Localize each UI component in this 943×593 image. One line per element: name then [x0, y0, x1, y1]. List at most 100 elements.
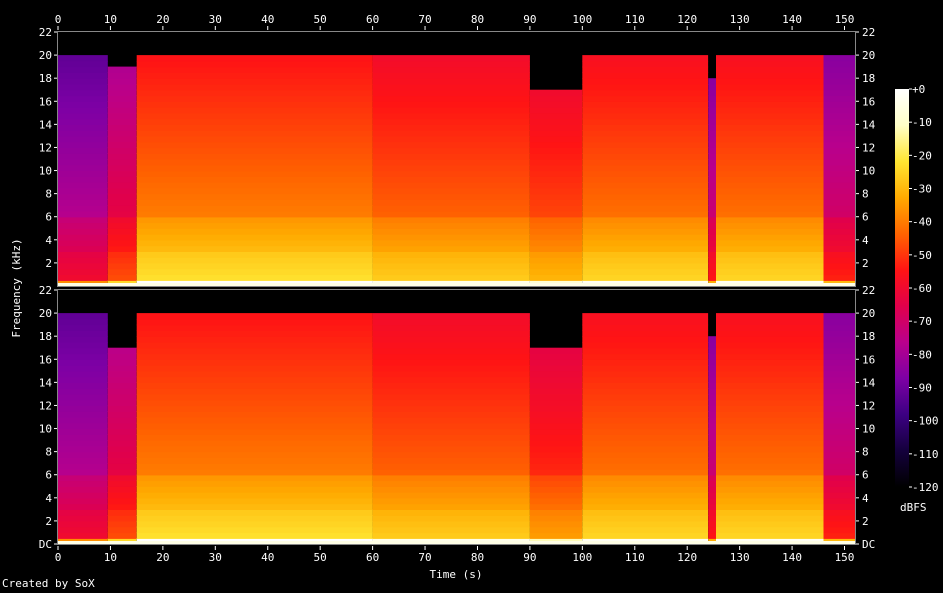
band-cell: [107, 182, 137, 189]
band-cell: [372, 515, 530, 522]
band-cell: [58, 353, 108, 360]
band-cell: [582, 159, 709, 166]
band-cell: [529, 399, 583, 407]
band-cell: [582, 417, 709, 424]
band-cell: [372, 365, 530, 372]
band-cell: [136, 440, 373, 447]
band-cell: [708, 370, 717, 378]
band-cell: [58, 216, 108, 224]
band-cell: [58, 399, 108, 407]
band-cell: [823, 251, 855, 258]
band-cell: [58, 486, 108, 493]
band-cell: [823, 469, 855, 476]
band-cell: [107, 445, 137, 453]
band-cell: [107, 515, 137, 522]
band-cell: [136, 376, 373, 383]
band-cell: [823, 95, 855, 102]
band-cell: [107, 399, 137, 407]
band-cell: [58, 239, 108, 247]
band-cell: [58, 101, 108, 108]
band-cell: [716, 520, 824, 528]
band-cell: [708, 417, 717, 424]
band-cell: [823, 216, 855, 224]
band-cell: [823, 182, 855, 189]
band-cell: [529, 376, 583, 383]
band-cell: [529, 234, 583, 241]
band-cell: [107, 520, 137, 528]
band-cell: [823, 262, 855, 270]
y-tick-label-left: 14: [39, 118, 53, 131]
band-cell: [107, 509, 137, 516]
band-cell: [716, 388, 824, 395]
band-cell: [716, 239, 824, 247]
band-cell: [708, 532, 717, 539]
band-cell: [708, 336, 717, 343]
y-tick-label-left: 18: [39, 72, 52, 85]
band-cell: [582, 353, 709, 360]
band-cell: [136, 520, 373, 528]
band-cell: [529, 347, 583, 355]
band-cell: [136, 474, 373, 482]
band-cell: [582, 440, 709, 447]
band-cell: [58, 211, 108, 218]
y-tick-label-left: 4: [45, 234, 52, 247]
band-cell: [58, 193, 108, 200]
band-cell: [58, 359, 108, 366]
band-cell: [136, 187, 373, 195]
colorbar-tick-label: -120: [912, 481, 939, 494]
band-cell: [136, 124, 373, 131]
band-cell: [708, 526, 717, 534]
band-cell: [716, 318, 824, 326]
band-cell: [58, 382, 108, 389]
segment-1: [58, 55, 108, 287]
band-cell: [107, 382, 137, 389]
band-cell: [372, 205, 530, 212]
band-cell: [107, 199, 137, 206]
band-cell: [716, 428, 824, 435]
band-cell: [136, 336, 373, 343]
band-cell: [107, 228, 137, 235]
y-tick-label-left: 14: [39, 376, 53, 389]
band-cell: [708, 170, 717, 177]
y-tick-label-right: 4: [862, 492, 869, 505]
band-cell: [716, 72, 824, 79]
band-cell: [529, 451, 583, 458]
band-cell: [708, 480, 717, 487]
band-cell: [529, 388, 583, 395]
y-tick-label-left: 18: [39, 330, 52, 343]
band-cell: [716, 503, 824, 510]
band-cell: [107, 187, 137, 195]
colorbar-tick-label: -10: [912, 116, 932, 129]
band-cell: [58, 405, 108, 412]
band-cell: [708, 216, 717, 224]
band-cell: [582, 268, 709, 276]
band-cell: [58, 532, 108, 539]
band-cell: [716, 89, 824, 97]
band-cell: [136, 330, 373, 337]
band-cell: [582, 107, 709, 114]
segment-9: [823, 55, 855, 287]
band-cell: [708, 457, 717, 464]
band-cell: [107, 347, 137, 355]
band-cell: [58, 60, 108, 68]
band-cell: [372, 159, 530, 166]
band-cell: [58, 251, 108, 258]
band-cell: [58, 78, 108, 85]
band-cell: [708, 474, 717, 482]
band-cell: [58, 170, 108, 177]
band-cell: [107, 497, 137, 505]
band-cell: [136, 365, 373, 372]
x-tick-label-top: 150: [835, 13, 855, 26]
band-cell: [372, 399, 530, 407]
band-cell: [372, 347, 530, 355]
band-cell: [58, 445, 108, 453]
band-cell: [529, 411, 583, 418]
band-cell: [372, 342, 530, 349]
band-cell: [529, 199, 583, 206]
band-cell: [136, 515, 373, 522]
band-cell: [107, 141, 137, 149]
band-cell: [58, 388, 108, 395]
y-tick-label-left: 12: [39, 141, 52, 154]
band-cell: [136, 353, 373, 360]
band-cell: [136, 118, 373, 125]
